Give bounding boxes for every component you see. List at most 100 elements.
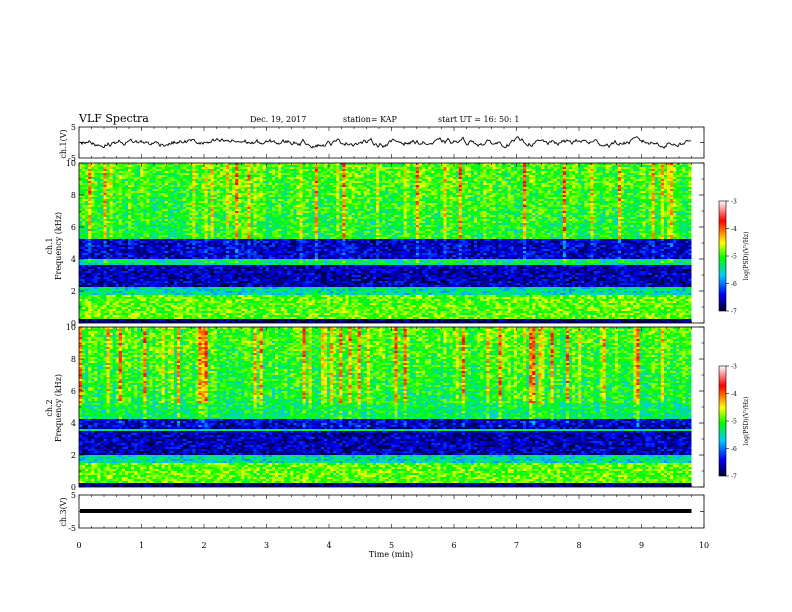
ch1-spec-cell [278,199,282,202]
ch1-spec-cell [324,181,328,184]
ch1-spec-cell [348,193,352,196]
ch1-spec-cell [207,175,212,178]
ch1-spec-cell [596,197,601,200]
ch1-spec-cell [627,193,631,196]
ch1-spec-cell [523,165,527,168]
ch1-spec-cell [483,181,487,184]
ch1-spec-cell [97,197,101,200]
ch1-spec-cell [229,203,233,206]
ch1-spec-cell [351,197,356,200]
ch1-spec-cell [170,189,175,192]
ch1-spec-cell [495,197,499,200]
ch1-spec-cell [85,187,89,190]
ch1-spec-cell [336,179,340,182]
ch1-spec-cell [630,171,634,174]
ch1-spec-cell [94,167,98,170]
ch1-spec-cell [143,163,147,166]
ch1-spec-cell [379,203,383,206]
ch1-spec-cell [376,185,380,188]
ch1-spec-cell [354,199,359,202]
ch1-spec-cell [679,179,683,182]
ch1-spec-cell [268,205,273,208]
ch1-spec-cell [520,183,524,186]
ch1-spec-cell [268,175,273,178]
ch1-spec-cell [425,175,429,178]
ch1-spec-cell [492,183,496,186]
ch1-spec-cell [602,189,607,192]
ch1-spec-cell [682,197,686,200]
ch1-spec-cell [578,183,582,186]
ch1-spec-cell [663,199,668,202]
ch1-spec-cell [651,201,656,204]
ch1-spec-cell [428,171,432,174]
ch1-spec-cell [507,177,512,180]
ch1-spec-cell [611,193,616,196]
ch1-spec-cell [134,205,138,208]
ch1-spec-cell [651,175,656,178]
ch1-spec-cell [621,193,625,196]
ch1-spec-cell [186,185,190,188]
ch1-spec-cell [562,169,567,172]
ch1-spec-cell [483,187,487,190]
ch1-spec-cell [155,205,160,208]
ch1-spec-cell [565,201,570,204]
ch1-spec-cell [483,163,487,166]
ch1-spec-cell [630,167,634,170]
ch1-spec-cell [654,167,659,170]
ch1-spec-cell [262,197,267,200]
ch1-spec-cell [244,185,248,188]
ch1-spec-cell [587,163,591,166]
ch1-spec-cell [501,185,506,188]
ch1-spec-cell [382,201,386,204]
ch1-spec-cell [238,205,242,208]
ch1-spec-cell [235,203,239,206]
ch1-spec-cell [235,175,239,178]
ch1-spec-cell [336,173,340,176]
ch1-spec-cell [85,165,89,168]
ch1-spec-cell [673,195,677,198]
ch1-spec-cell [510,179,515,182]
ch1-spec-cell [195,189,199,192]
ch1-spec-cell [320,179,325,182]
ch1-spec-cell [388,205,392,208]
ch1-spec-cell [547,199,552,202]
ch1-spec-cell [137,201,141,204]
ch1-spec-cell [458,181,463,184]
ch1-spec-cell [507,173,512,176]
ch1-spec-cell [158,203,163,206]
ch1-spec-cell [464,179,469,182]
ch1-spec-cell [311,171,316,174]
ch1-spec-cell [232,177,236,180]
ch1-spec-cell [348,203,352,206]
ch1-spec-cell [474,185,478,188]
ch1-spec-cell [79,197,83,200]
ch1-spec-cell [467,185,472,188]
ch1-spec-cell [682,171,686,174]
ch1-spec-cell [348,183,352,186]
ch1-spec-cell [584,185,588,188]
ch1-spec-cell [578,205,582,208]
ch1-spec-cell [455,179,460,182]
ch1-spec-cell [262,163,267,166]
ch1-spec-cell [608,195,613,198]
ch1-spec-cell [164,189,169,192]
ch1-spec-cell [599,179,604,182]
ch1-spec-cell [330,185,334,188]
ch1-spec-cell [121,193,126,196]
ch1-spec-cell [198,187,202,190]
ch1-spec-cell [91,179,95,182]
ch1-spec-cell [538,189,542,192]
ch1-spec-cell [471,201,475,204]
ch1-spec-cell [523,199,527,202]
ch1-spec-cell [397,167,401,170]
ch1-spec-cell [682,193,686,196]
ch1-spec-cell [639,187,643,190]
ch1-spec-cell [633,193,637,196]
ch1-spec-cell [366,181,371,184]
ch1-spec-cell [593,197,597,200]
ch1-spec-cell [250,187,254,190]
ch1-spec-cell [268,179,273,182]
ch1-spec-cell [281,181,285,184]
ch1-spec-cell [82,193,86,196]
ch1-spec-cell [642,179,646,182]
